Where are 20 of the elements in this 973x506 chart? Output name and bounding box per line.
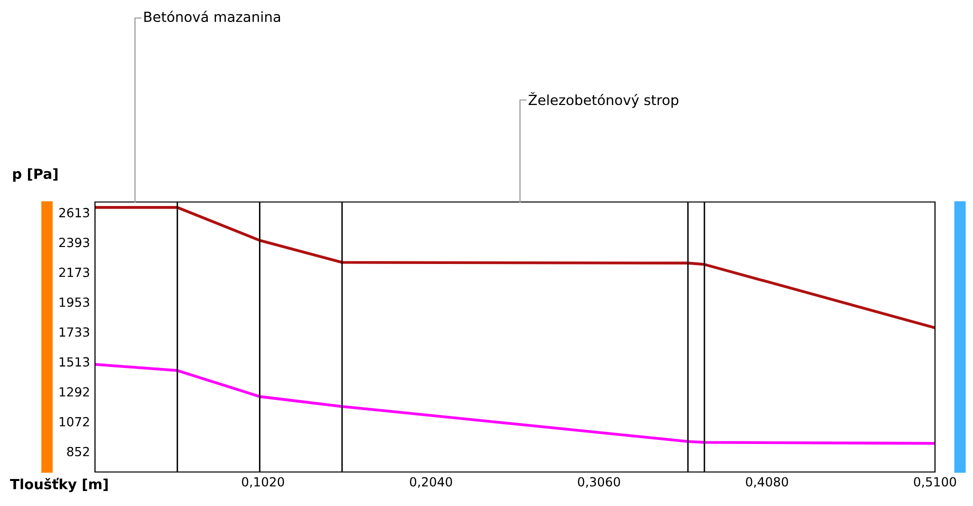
y-tick-label: 2613 — [59, 208, 90, 218]
x-tick-label: 0,4080 — [746, 477, 788, 488]
y-tick-label: 2173 — [59, 268, 90, 278]
line-series — [95, 206, 935, 330]
line-series — [95, 363, 935, 445]
y-tick-label: 1953 — [60, 297, 90, 307]
x-tick-label: 0,5100 — [914, 477, 956, 488]
text: Betónová mazanina — [144, 10, 280, 22]
y-axis-title: p [Pa] — [13, 168, 58, 182]
y-tick-label: 1513 — [60, 357, 90, 367]
x-tick-label: 0,2040 — [410, 477, 452, 488]
y-tick-label: 1072 — [60, 417, 89, 426]
y-tick-label: 1733 — [60, 327, 90, 337]
y-tick-label: 1292 — [60, 387, 89, 397]
x-axis-title: Tloušťky [m] — [10, 478, 108, 492]
y-tick-label: 852 — [67, 446, 89, 456]
x-tick-label: 0,1020 — [242, 477, 284, 488]
text: Železobetónový strop — [528, 92, 678, 108]
x-tick-label: 0,3060 — [578, 477, 620, 488]
y-tick-label: 2393 — [59, 238, 90, 248]
